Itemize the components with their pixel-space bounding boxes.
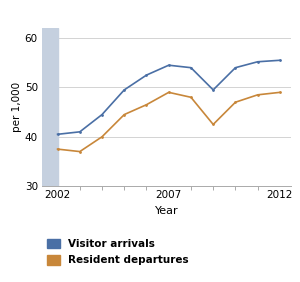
Y-axis label: per 1,000: per 1,000 (12, 82, 22, 132)
Legend: Visitor arrivals, Resident departures: Visitor arrivals, Resident departures (47, 239, 189, 265)
Bar (42, 28, 58, 186)
X-axis label: Year: Year (155, 206, 178, 216)
